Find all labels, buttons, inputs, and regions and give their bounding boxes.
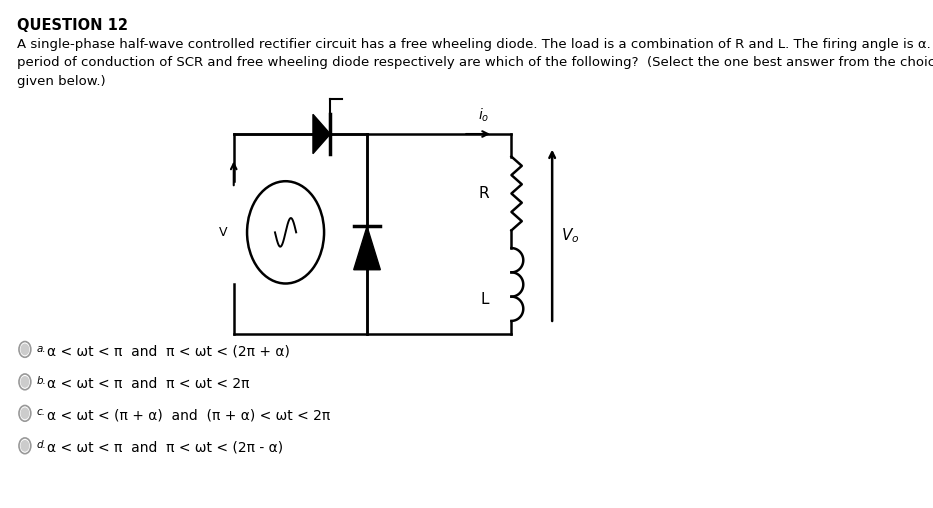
Circle shape (21, 440, 29, 452)
Circle shape (21, 343, 29, 355)
Text: c.: c. (36, 407, 46, 418)
Text: V: V (219, 226, 228, 239)
Polygon shape (354, 227, 381, 270)
Text: a.: a. (36, 343, 47, 354)
Polygon shape (313, 114, 330, 154)
Circle shape (21, 376, 29, 388)
Text: b.: b. (36, 376, 47, 386)
Text: d.: d. (36, 440, 47, 450)
Circle shape (21, 407, 29, 419)
Text: α < ωt < π  and  π < ωt < 2π: α < ωt < π and π < ωt < 2π (48, 377, 250, 391)
Text: A single-phase half-wave controlled rectifier circuit has a free wheeling diode.: A single-phase half-wave controlled rect… (18, 38, 933, 87)
Text: R: R (479, 186, 489, 201)
Text: $V_o$: $V_o$ (561, 226, 579, 245)
Text: L: L (480, 292, 489, 307)
Text: QUESTION 12: QUESTION 12 (18, 18, 129, 33)
Text: $i_o$: $i_o$ (479, 107, 490, 124)
Text: α < ωt < π  and  π < ωt < (2π - α): α < ωt < π and π < ωt < (2π - α) (48, 441, 284, 455)
Text: α < ωt < (π + α)  and  (π + α) < ωt < 2π: α < ωt < (π + α) and (π + α) < ωt < 2π (48, 408, 330, 423)
Text: α < ωt < π  and  π < ωt < (2π + α): α < ωt < π and π < ωt < (2π + α) (48, 344, 290, 359)
